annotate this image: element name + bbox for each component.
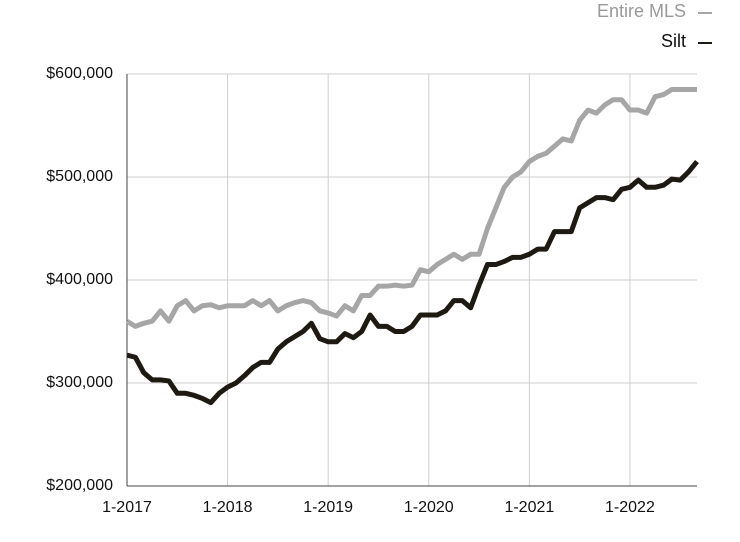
- series-line: [125, 86, 697, 329]
- x-tick-label: 1-2018: [203, 499, 253, 516]
- y-tick-label: $500,000: [46, 168, 113, 185]
- y-tick-label: $300,000: [46, 374, 113, 391]
- x-tick-label: 1-2022: [605, 499, 655, 516]
- y-tick-label: $200,000: [46, 477, 113, 494]
- x-tick-label: 1-2019: [303, 499, 353, 516]
- series-line: [126, 159, 699, 406]
- x-tick-label: 1-2020: [404, 499, 454, 516]
- x-tick-label: 1-2017: [102, 499, 152, 516]
- legend-label: Silt: [661, 31, 686, 51]
- legend-label: Entire MLS: [597, 1, 686, 21]
- y-tick-label: $600,000: [46, 65, 113, 82]
- y-tick-label: $400,000: [46, 271, 113, 288]
- x-tick-label: 1-2021: [504, 499, 554, 516]
